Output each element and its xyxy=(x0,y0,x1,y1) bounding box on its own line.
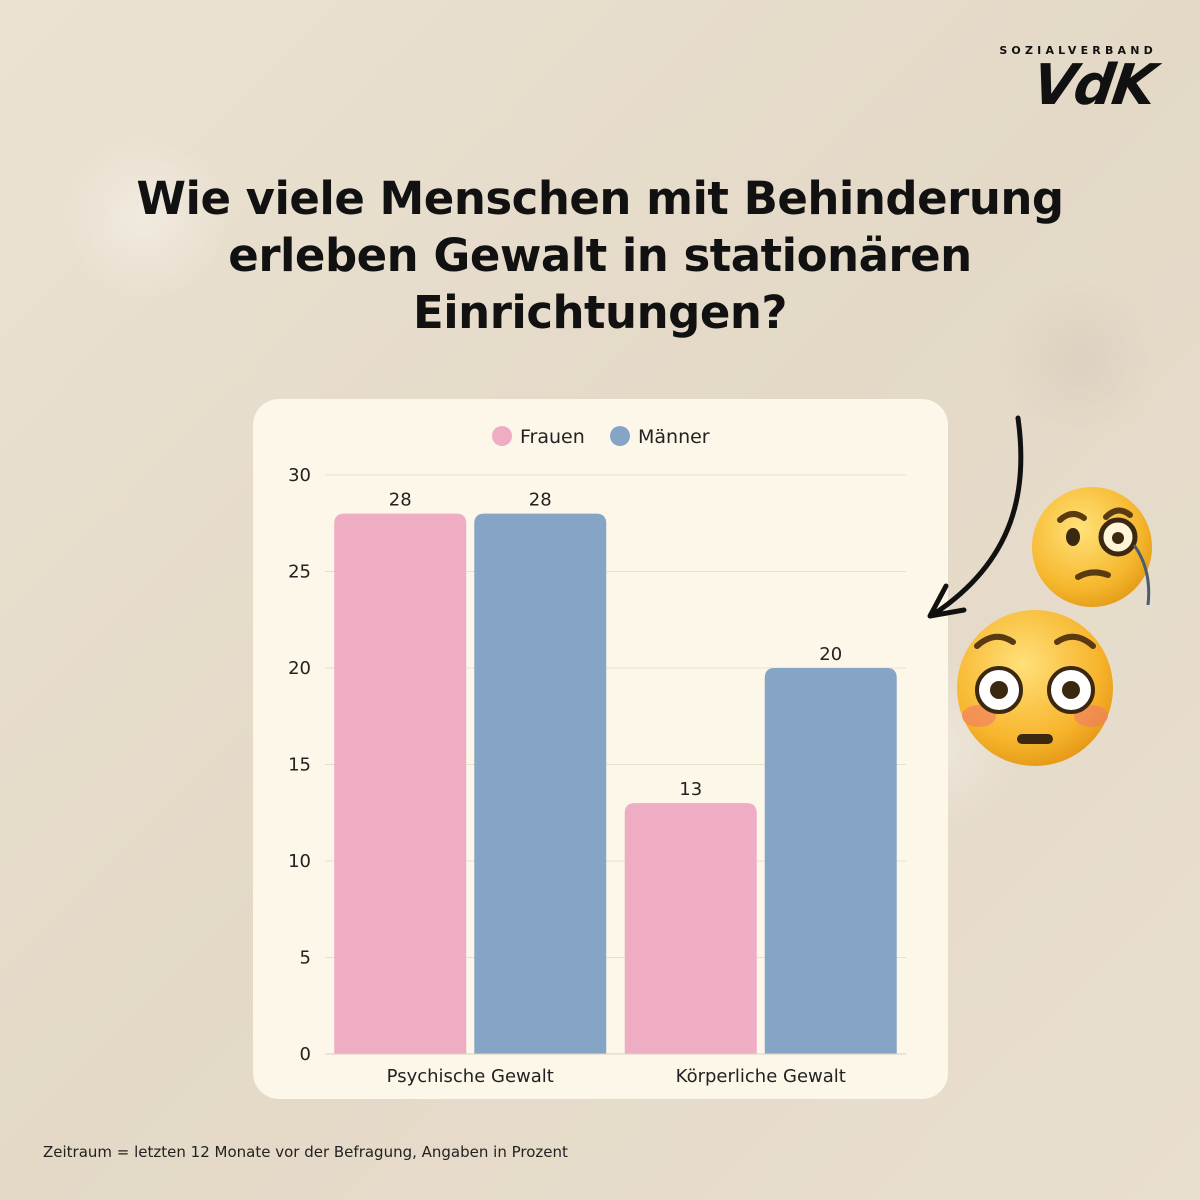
flushed-face-icon xyxy=(957,610,1113,766)
data-label: 13 xyxy=(679,779,702,800)
legend-label: Männer xyxy=(638,426,710,448)
logo-tagline: SOZIALVERBAND xyxy=(999,44,1157,57)
data-label: 28 xyxy=(529,490,552,511)
data-label: 20 xyxy=(819,644,842,665)
bar xyxy=(624,803,757,1054)
y-tick-label: 20 xyxy=(288,658,311,679)
chart-card: 0 5 10 15 20 25 30 28 28 Psychische Gewalt 13 20 Kör… xyxy=(253,399,948,1099)
legend-swatch xyxy=(492,426,512,446)
y-tick-label: 0 xyxy=(300,1044,311,1065)
data-label: 28 xyxy=(389,490,412,511)
curved-arrow-icon xyxy=(927,415,1024,619)
y-tick-label: 25 xyxy=(288,562,311,583)
y-tick-label: 15 xyxy=(288,755,311,776)
vdk-logo: SOZIALVERBAND VdK xyxy=(994,44,1159,118)
footnote: Zeitraum = letzten 12 Monate vor der Bef… xyxy=(43,1143,568,1161)
y-tick-label: 5 xyxy=(300,948,311,969)
bar xyxy=(764,668,897,1054)
y-tick-label: 30 xyxy=(288,465,311,486)
legend-label: Frauen xyxy=(520,426,585,448)
x-category-label: Psychische Gewalt xyxy=(387,1066,554,1087)
x-category-label: Körperliche Gewalt xyxy=(676,1066,846,1087)
bar-chart: 0 5 10 15 20 25 30 28 28 Psychische Gewalt 13 20 Kör… xyxy=(288,426,906,1087)
page-title: Wie viele Menschen mit Behinderung erleb… xyxy=(136,172,1064,339)
bar xyxy=(334,513,467,1054)
legend-swatch xyxy=(610,426,630,446)
face-with-monocle-icon xyxy=(1032,487,1152,607)
logo-wordmark: VdK xyxy=(1028,53,1159,118)
bar xyxy=(474,513,607,1054)
y-tick-label: 10 xyxy=(288,851,311,872)
